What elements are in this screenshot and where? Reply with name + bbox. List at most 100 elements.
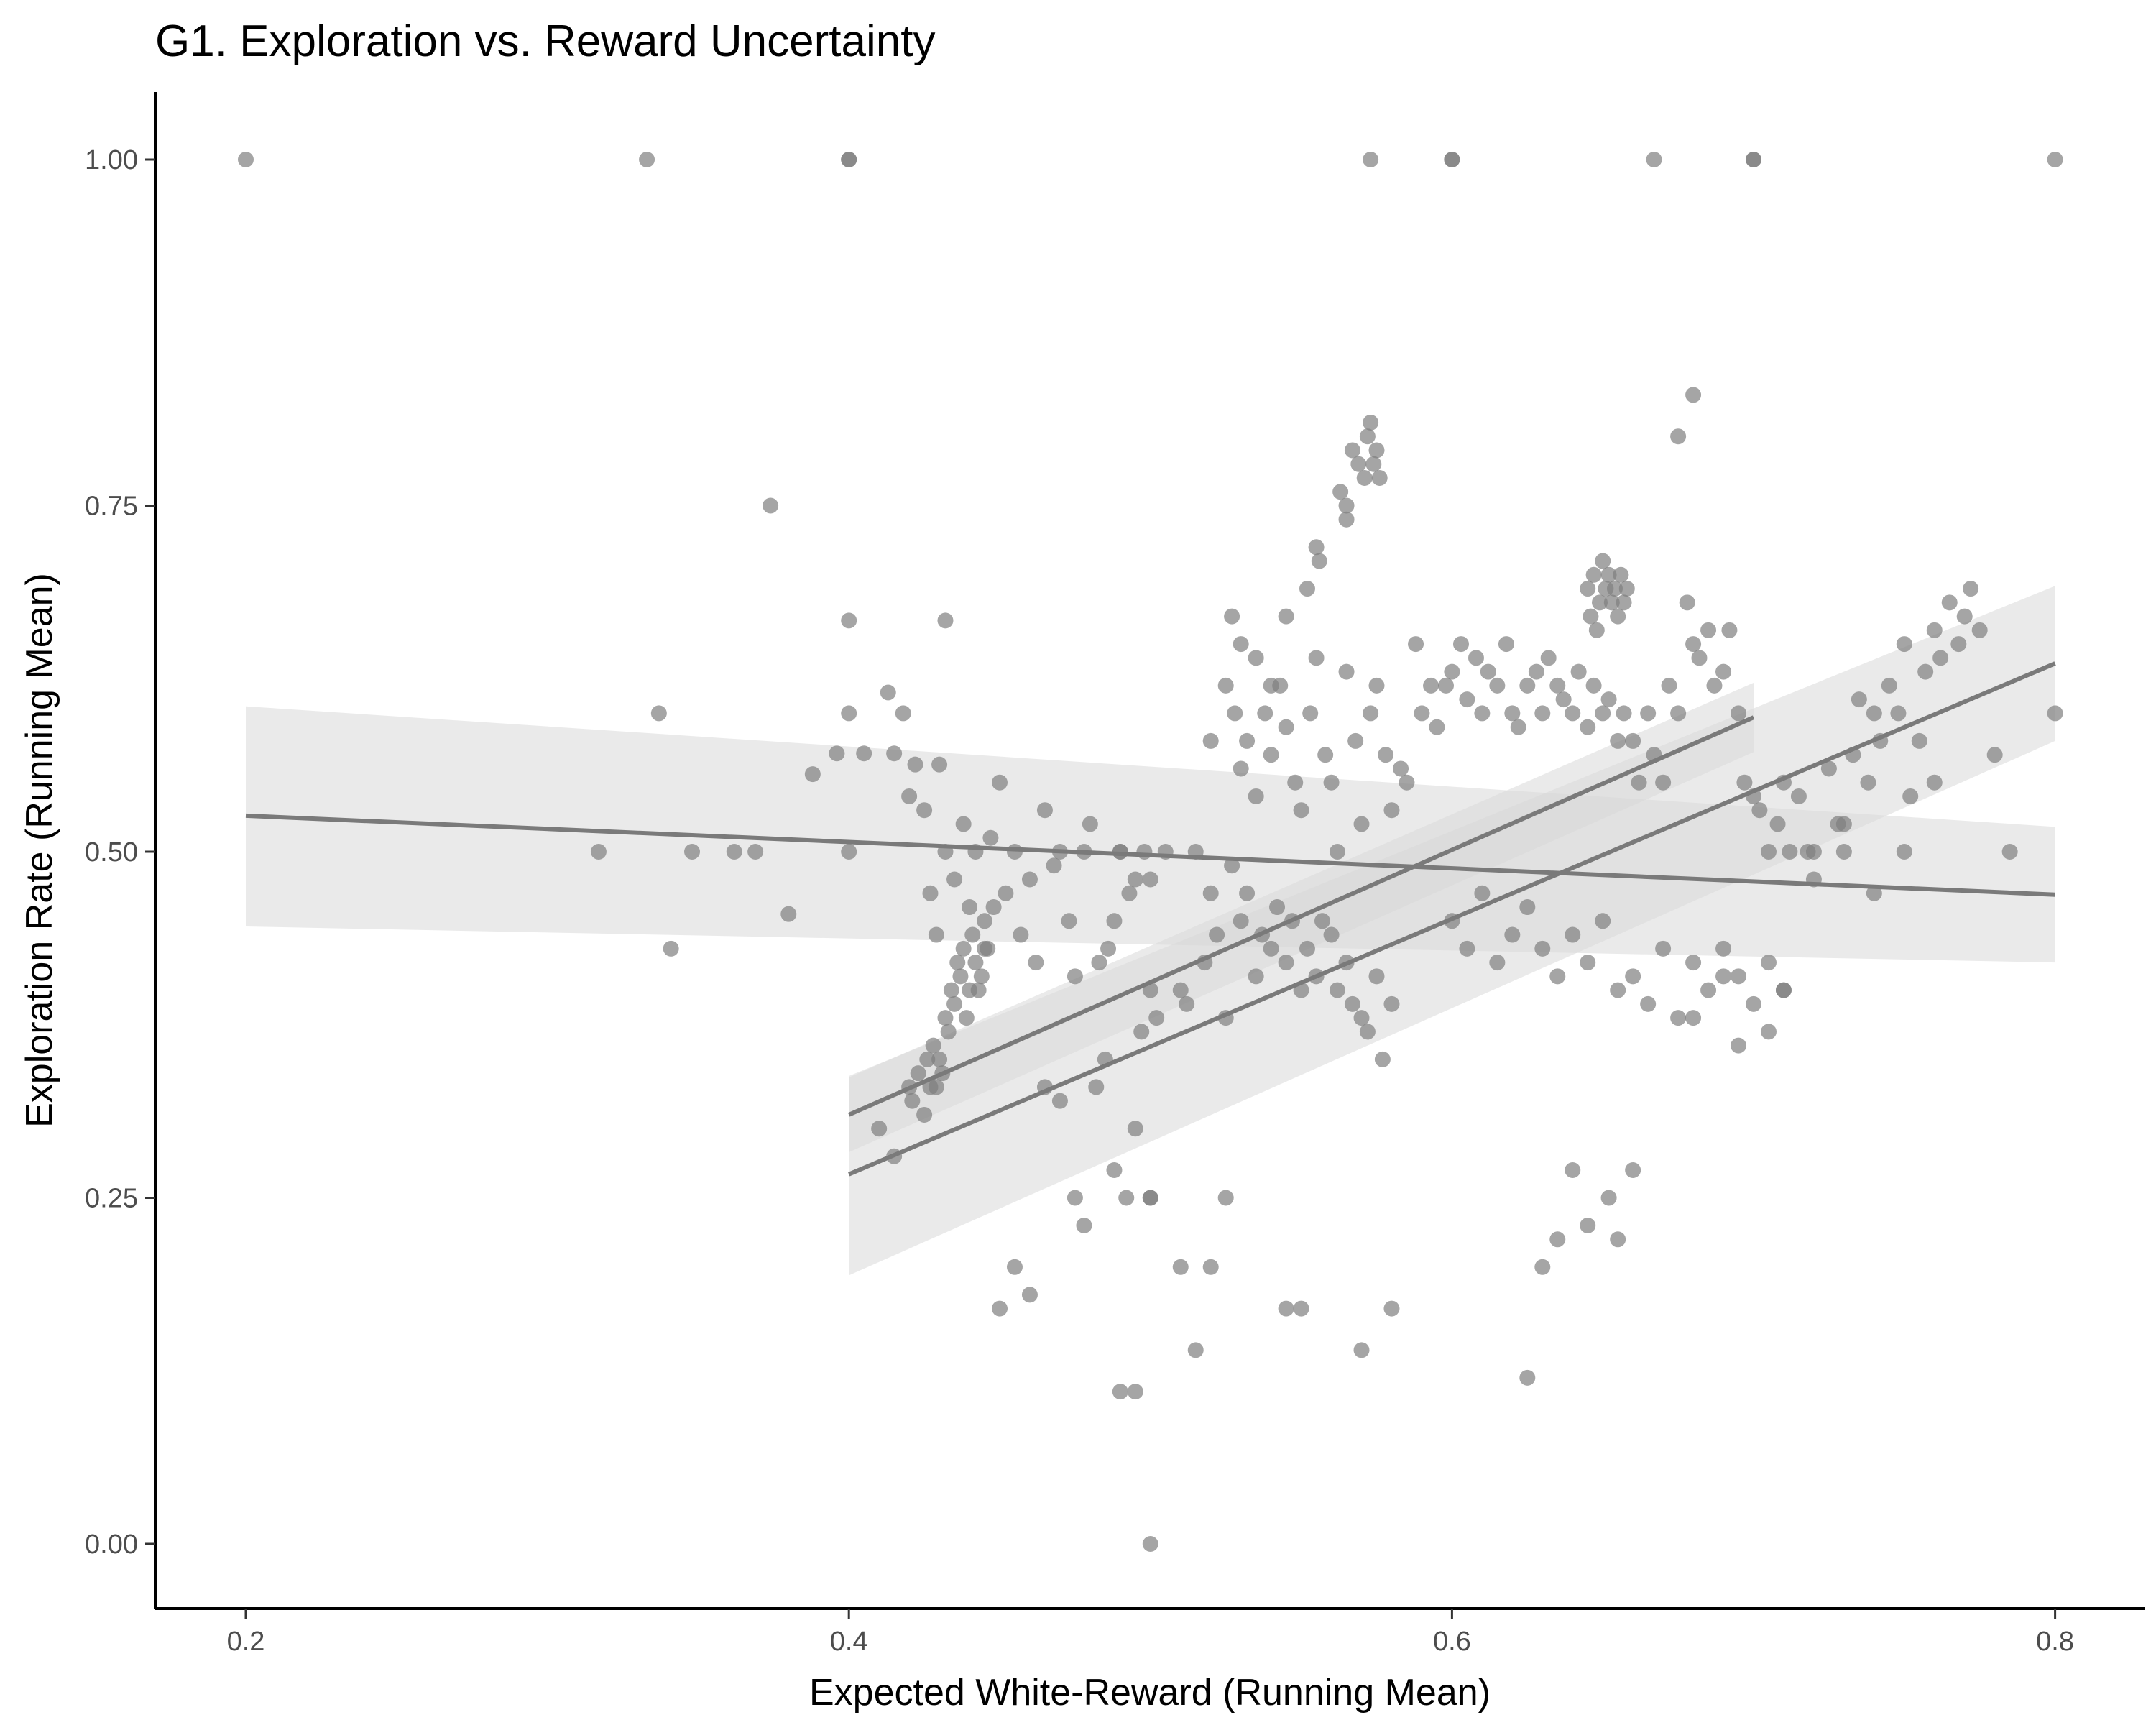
data-point	[1133, 1024, 1150, 1040]
data-point	[1731, 705, 1747, 722]
data-point	[1504, 705, 1521, 722]
data-point	[946, 871, 963, 888]
data-point	[1344, 442, 1360, 459]
regression-lines	[245, 661, 2056, 1177]
data-point	[946, 995, 963, 1012]
data-point	[1896, 844, 1912, 860]
data-point	[1640, 705, 1657, 722]
data-point	[684, 844, 701, 860]
data-point	[1613, 566, 1629, 583]
data-point	[967, 954, 984, 971]
y-axis-ticks: 0.00 0.25 0.50 0.75 1.00	[85, 145, 155, 1560]
data-point	[1278, 1300, 1294, 1317]
data-point	[1314, 913, 1330, 929]
data-point	[1606, 581, 1623, 597]
data-point	[1233, 760, 1249, 777]
data-point	[1917, 663, 1934, 680]
data-point	[1585, 677, 1602, 694]
data-point	[1835, 844, 1852, 860]
data-point	[1112, 1384, 1128, 1400]
data-point	[1731, 968, 1747, 985]
data-point	[1528, 663, 1544, 680]
data-point	[1076, 1218, 1092, 1234]
data-point	[1248, 968, 1264, 985]
data-point	[1549, 1231, 1566, 1248]
data-point	[1685, 1010, 1702, 1026]
chart-title: G1. Exploration vs. Reward Uncertainty	[155, 17, 935, 66]
data-point	[1534, 940, 1551, 957]
data-point	[1202, 732, 1219, 749]
data-point	[1603, 594, 1620, 611]
data-point	[1625, 1162, 1641, 1178]
data-point	[1655, 940, 1672, 957]
data-point	[1860, 774, 1876, 791]
data-point	[1751, 802, 1768, 819]
data-point	[1438, 677, 1455, 694]
data-point	[1851, 691, 1867, 708]
data-point	[780, 906, 797, 922]
data-point	[1570, 663, 1587, 680]
data-point	[1474, 885, 1491, 901]
data-point	[1202, 885, 1219, 901]
data-point	[1459, 691, 1475, 708]
data-point	[1356, 469, 1373, 486]
data-point	[1600, 691, 1617, 708]
data-point	[639, 152, 655, 167]
y-tick-label: 0.50	[85, 837, 138, 868]
data-point	[1640, 995, 1657, 1012]
data-point	[1257, 705, 1273, 722]
data-point	[1646, 152, 1662, 167]
data-point	[1344, 995, 1360, 1012]
data-point	[841, 152, 857, 167]
data-point	[1600, 1190, 1617, 1206]
data-point	[1670, 428, 1687, 445]
data-point	[841, 612, 857, 629]
data-point	[1549, 968, 1566, 985]
data-point	[1986, 747, 2003, 763]
data-point	[1359, 1024, 1376, 1040]
data-point	[1504, 926, 1521, 943]
data-point	[1142, 871, 1158, 888]
data-point	[1685, 387, 1702, 403]
data-point	[1489, 954, 1506, 971]
data-point	[1595, 913, 1611, 929]
data-point	[1308, 650, 1325, 666]
data-point	[1368, 968, 1385, 985]
data-point	[663, 940, 679, 957]
data-point	[977, 940, 993, 957]
data-point	[1006, 844, 1023, 860]
data-point	[1088, 1079, 1105, 1095]
data-point	[1618, 581, 1635, 597]
data-point	[1383, 802, 1400, 819]
data-point	[1278, 719, 1294, 735]
data-point	[1028, 954, 1044, 971]
data-point	[1269, 899, 1286, 916]
data-point	[829, 745, 845, 762]
data-point	[901, 788, 918, 804]
data-point	[1187, 1342, 1204, 1358]
data-point	[1519, 1369, 1536, 1386]
data-point	[1248, 650, 1264, 666]
data-point	[1323, 774, 1340, 791]
data-point	[1580, 1218, 1596, 1234]
data-point	[1021, 871, 1038, 888]
data-point	[1227, 705, 1243, 722]
data-point	[1106, 1162, 1123, 1178]
data-point	[238, 152, 254, 167]
data-point	[970, 982, 987, 998]
data-point	[1423, 677, 1439, 694]
data-point	[1368, 442, 1385, 459]
data-point	[916, 1106, 933, 1123]
data-point	[1368, 677, 1385, 694]
data-point	[1217, 1190, 1234, 1206]
data-point	[962, 899, 978, 916]
data-point	[1881, 677, 1897, 694]
data-point	[1293, 802, 1309, 819]
data-point	[856, 745, 872, 762]
data-point	[937, 1010, 954, 1026]
y-axis-title: Exploration Rate (Running Mean)	[19, 573, 60, 1128]
data-point	[958, 1010, 975, 1026]
data-point	[1685, 636, 1702, 653]
data-point	[1790, 788, 1807, 804]
data-point	[1580, 719, 1596, 735]
